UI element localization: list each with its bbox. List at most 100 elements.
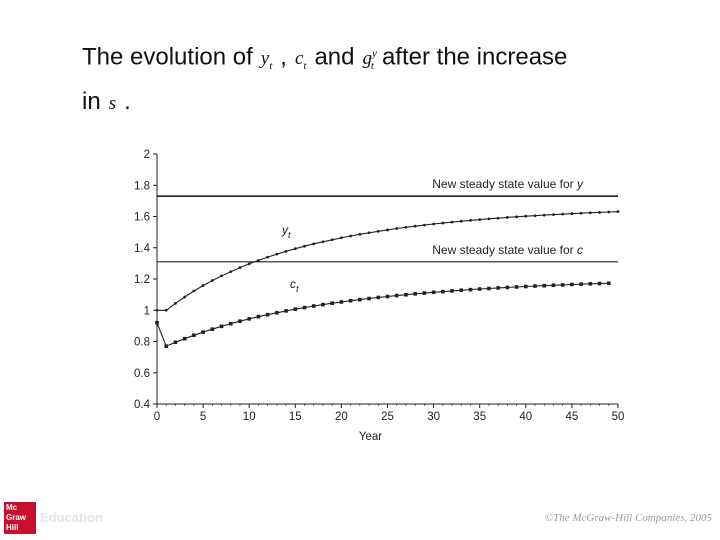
data-point-y — [321, 240, 325, 244]
data-point-c — [348, 298, 353, 303]
data-point-y — [155, 308, 159, 312]
title-text-1: The evolution of — [82, 43, 253, 71]
math-c-t: ct — [294, 48, 307, 73]
data-point-y — [533, 214, 537, 218]
title-period: . — [124, 88, 131, 116]
data-point-c — [376, 295, 381, 300]
data-point-y — [478, 218, 482, 222]
y-tick-label: 1 — [144, 305, 150, 317]
data-point-c — [514, 285, 519, 289]
data-point-c — [441, 289, 445, 294]
data-point-c — [422, 291, 427, 295]
data-point-c — [404, 292, 408, 297]
title-and: and — [314, 43, 355, 71]
math-g-t-y: gyt — [362, 48, 377, 73]
data-point-c — [570, 282, 574, 287]
data-point-c — [201, 330, 205, 334]
data-point-y — [459, 219, 463, 223]
data-point-y — [358, 232, 362, 236]
data-point-y — [340, 236, 343, 240]
slide-title: The evolution of yt, ct and gyt after the inc… — [82, 36, 692, 122]
data-point-y — [441, 221, 445, 225]
data-point-c — [256, 314, 261, 319]
data-point-y — [376, 229, 380, 233]
data-point-c — [533, 284, 537, 288]
data-point-y — [220, 274, 223, 278]
data-point-y — [542, 213, 546, 217]
data-point-c — [450, 289, 454, 293]
data-point-y — [524, 214, 528, 218]
data-point-y — [579, 211, 583, 215]
data-point-c — [468, 287, 473, 292]
data-point-y — [598, 211, 601, 214]
data-point-y — [487, 217, 491, 221]
y-tick-label: 0.6 — [134, 368, 150, 380]
y-tick-label: 0.4 — [134, 399, 151, 411]
annotations: New steady state value for y New steady s… — [281, 177, 584, 294]
x-tick-label: 30 — [427, 411, 440, 423]
series-line-c — [156, 282, 609, 347]
data-point-c — [210, 327, 215, 331]
data-point-y — [349, 234, 353, 238]
data-point-c — [339, 300, 344, 304]
x-tick-label: 40 — [519, 411, 532, 423]
data-point-y — [386, 228, 389, 232]
data-point-y — [266, 255, 270, 259]
y-tick-label: 1.8 — [134, 180, 150, 192]
data-point-c — [182, 336, 187, 341]
y-tick-label: 2 — [144, 149, 150, 161]
title-in: in — [82, 88, 101, 116]
reference-lines — [157, 195, 618, 263]
data-point-c — [524, 284, 528, 289]
data-point-c — [385, 294, 390, 299]
data-point-c — [597, 281, 602, 286]
math-s: s — [108, 93, 117, 115]
data-point-y — [469, 219, 472, 222]
data-point-c — [542, 283, 547, 288]
data-point-y — [367, 231, 371, 235]
copyright-notice: ©The McGraw-Hill Companies, 2005 — [544, 512, 712, 524]
data-point-y — [515, 215, 518, 219]
data-point-y — [183, 295, 187, 299]
data-point-y — [552, 213, 555, 217]
data-point-y — [330, 238, 334, 242]
data-point-c — [321, 302, 325, 307]
data-point-c — [164, 344, 169, 348]
data-point-c — [247, 317, 251, 321]
series-label-c: ct — [290, 277, 299, 294]
y-tick-label: 1.6 — [134, 212, 150, 224]
data-point-y — [293, 247, 297, 251]
data-point-y — [570, 212, 574, 216]
y-tick-label: 1.4 — [134, 243, 151, 255]
title-comma: , — [280, 43, 287, 71]
data-point-c — [293, 307, 298, 311]
publisher-logo: Mc Graw Hill — [4, 502, 36, 534]
data-point-y — [607, 210, 611, 214]
data-point-c — [275, 310, 279, 315]
x-tick-label: 45 — [566, 411, 579, 423]
reference-label-c: New steady state value for c — [432, 243, 583, 257]
data-point-y — [561, 212, 565, 216]
data-point-y — [496, 216, 500, 220]
data-point-y — [164, 308, 168, 312]
data-point-c — [330, 301, 334, 306]
data-point-c — [551, 283, 556, 288]
data-point-c — [560, 283, 565, 287]
data-point-y — [247, 262, 251, 266]
data-point-y — [312, 242, 316, 246]
y-tick-label: 0.8 — [134, 337, 150, 349]
data-point-c — [579, 282, 583, 286]
data-point-y — [505, 216, 509, 219]
data-point-c — [192, 333, 196, 338]
data-point-y — [238, 266, 242, 269]
data-point-c — [155, 320, 159, 325]
x-tick-label: 35 — [473, 411, 486, 423]
data-point-y — [413, 224, 417, 228]
publisher-wordmark: Education — [40, 510, 103, 525]
y-tick-label: 1.2 — [134, 274, 150, 286]
series-label-y: yt — [281, 223, 291, 240]
title-text-2: after the increase — [381, 43, 568, 71]
data-point-y — [395, 227, 399, 230]
axes: 0.40.60.811.21.41.61.820 5 10 15 20 25 30 35 40 4… — [134, 149, 624, 443]
